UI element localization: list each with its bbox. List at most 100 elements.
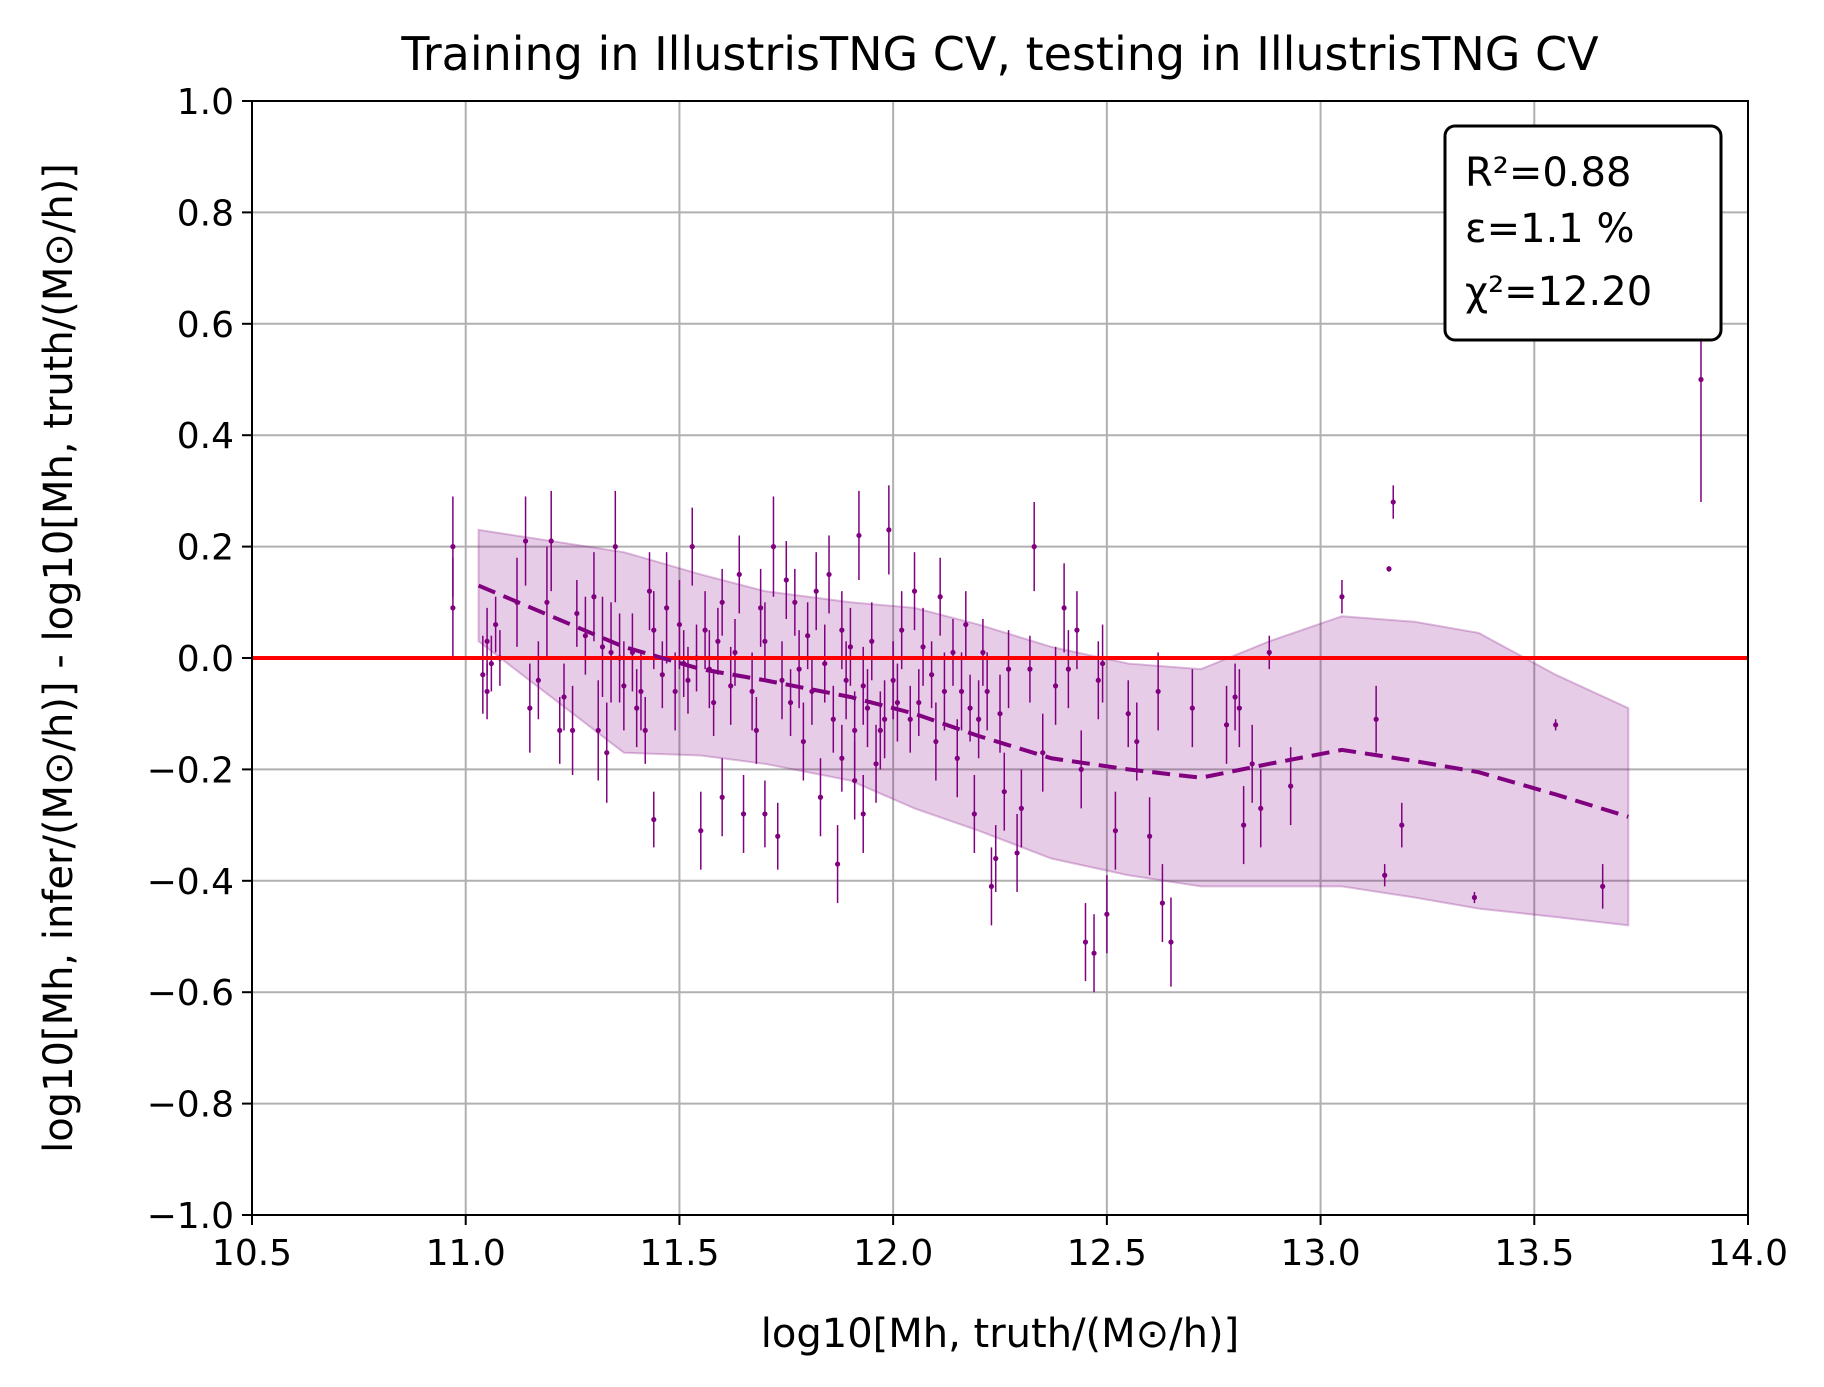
data-point xyxy=(762,780,768,848)
point-marker xyxy=(1125,711,1131,717)
data-point xyxy=(1189,669,1195,748)
data-point xyxy=(1373,685,1379,753)
data-point xyxy=(988,847,995,926)
band-layer xyxy=(477,528,1630,927)
data-point xyxy=(548,490,554,592)
data-point xyxy=(719,758,725,837)
data-point xyxy=(711,669,717,736)
data-point xyxy=(1065,630,1071,709)
data-point xyxy=(642,696,648,764)
data-point xyxy=(1390,485,1396,519)
point-marker xyxy=(783,577,789,583)
stats-r2: R²=0.88 xyxy=(1465,150,1631,196)
point-marker xyxy=(715,638,721,644)
data-point xyxy=(1112,791,1119,870)
point-marker xyxy=(676,621,683,628)
data-point xyxy=(963,591,969,658)
chart-title: Training in IllustrisTNG CV, testing in … xyxy=(400,27,1599,81)
data-point xyxy=(1236,669,1242,748)
data-point xyxy=(1061,563,1067,653)
data-point xyxy=(758,568,764,647)
data-point xyxy=(1147,797,1153,876)
y-tick-label: −0.4 xyxy=(147,862,234,903)
point-marker xyxy=(569,727,576,734)
y-tick-label: −0.2 xyxy=(147,750,234,791)
point-marker xyxy=(595,727,601,734)
point-marker xyxy=(1018,805,1024,811)
point-marker xyxy=(881,716,888,722)
point-marker xyxy=(1031,544,1037,550)
data-point xyxy=(698,791,704,870)
point-marker xyxy=(954,755,960,761)
point-marker xyxy=(574,610,580,617)
data-point xyxy=(997,674,1003,753)
data-point xyxy=(860,774,866,853)
x-tick-label: 11.0 xyxy=(426,1233,506,1274)
point-marker xyxy=(484,638,490,644)
point-marker xyxy=(1134,738,1140,745)
point-marker xyxy=(719,599,725,605)
data-point xyxy=(719,568,725,636)
point-marker xyxy=(762,811,768,817)
x-tick-label: 12.5 xyxy=(1067,1233,1147,1274)
data-point xyxy=(881,680,888,759)
data-point xyxy=(450,557,456,658)
data-point xyxy=(1159,864,1166,943)
point-marker xyxy=(822,660,828,667)
point-marker xyxy=(484,688,490,695)
point-marker xyxy=(997,711,1003,717)
data-point xyxy=(1104,875,1110,954)
data-point xyxy=(1471,891,1478,904)
point-marker xyxy=(762,638,768,644)
point-marker xyxy=(1386,566,1392,572)
x-tick-label: 13.0 xyxy=(1280,1233,1360,1274)
data-point xyxy=(1399,802,1405,848)
point-marker xyxy=(950,649,956,656)
point-marker xyxy=(621,683,627,689)
point-marker xyxy=(1091,950,1097,956)
point-marker xyxy=(728,683,734,689)
stats-epsilon: ε=1.1 % xyxy=(1465,206,1634,252)
data-point xyxy=(591,552,597,642)
data-point xyxy=(634,669,640,748)
point-marker xyxy=(659,672,665,678)
point-marker xyxy=(839,627,845,633)
data-point xyxy=(971,774,977,853)
data-point xyxy=(1223,685,1230,764)
data-point xyxy=(595,680,601,781)
point-marker xyxy=(787,699,794,706)
data-point xyxy=(976,680,982,759)
point-marker xyxy=(894,699,901,706)
point-marker xyxy=(899,627,905,633)
data-point xyxy=(659,641,665,709)
data-point xyxy=(920,607,926,686)
data-point xyxy=(1027,635,1033,703)
point-marker xyxy=(672,688,678,695)
point-marker xyxy=(826,571,832,578)
point-marker xyxy=(976,716,982,722)
point-marker xyxy=(450,605,456,611)
data-point xyxy=(852,691,858,770)
point-marker xyxy=(557,727,563,734)
point-marker xyxy=(1065,666,1071,672)
point-marker xyxy=(1258,805,1264,811)
point-marker xyxy=(1052,683,1059,689)
y-tick-label: 0.8 xyxy=(177,193,234,234)
data-point xyxy=(535,641,541,720)
data-point xyxy=(770,496,777,597)
y-tick-label: −1.0 xyxy=(147,1196,234,1237)
data-point xyxy=(993,825,999,892)
y-tick-label: 0.0 xyxy=(177,639,234,680)
data-point xyxy=(787,669,794,736)
data-point xyxy=(1553,719,1559,731)
point-marker xyxy=(984,688,990,695)
point-marker xyxy=(749,688,755,695)
point-marker xyxy=(1078,766,1084,773)
point-marker xyxy=(1074,627,1080,633)
point-marker xyxy=(604,750,610,756)
data-point xyxy=(937,557,943,636)
data-point xyxy=(1125,680,1131,748)
point-marker xyxy=(1014,850,1020,856)
x-tick-label: 13.5 xyxy=(1494,1233,1574,1274)
y-tick-label: −0.8 xyxy=(147,1085,234,1126)
